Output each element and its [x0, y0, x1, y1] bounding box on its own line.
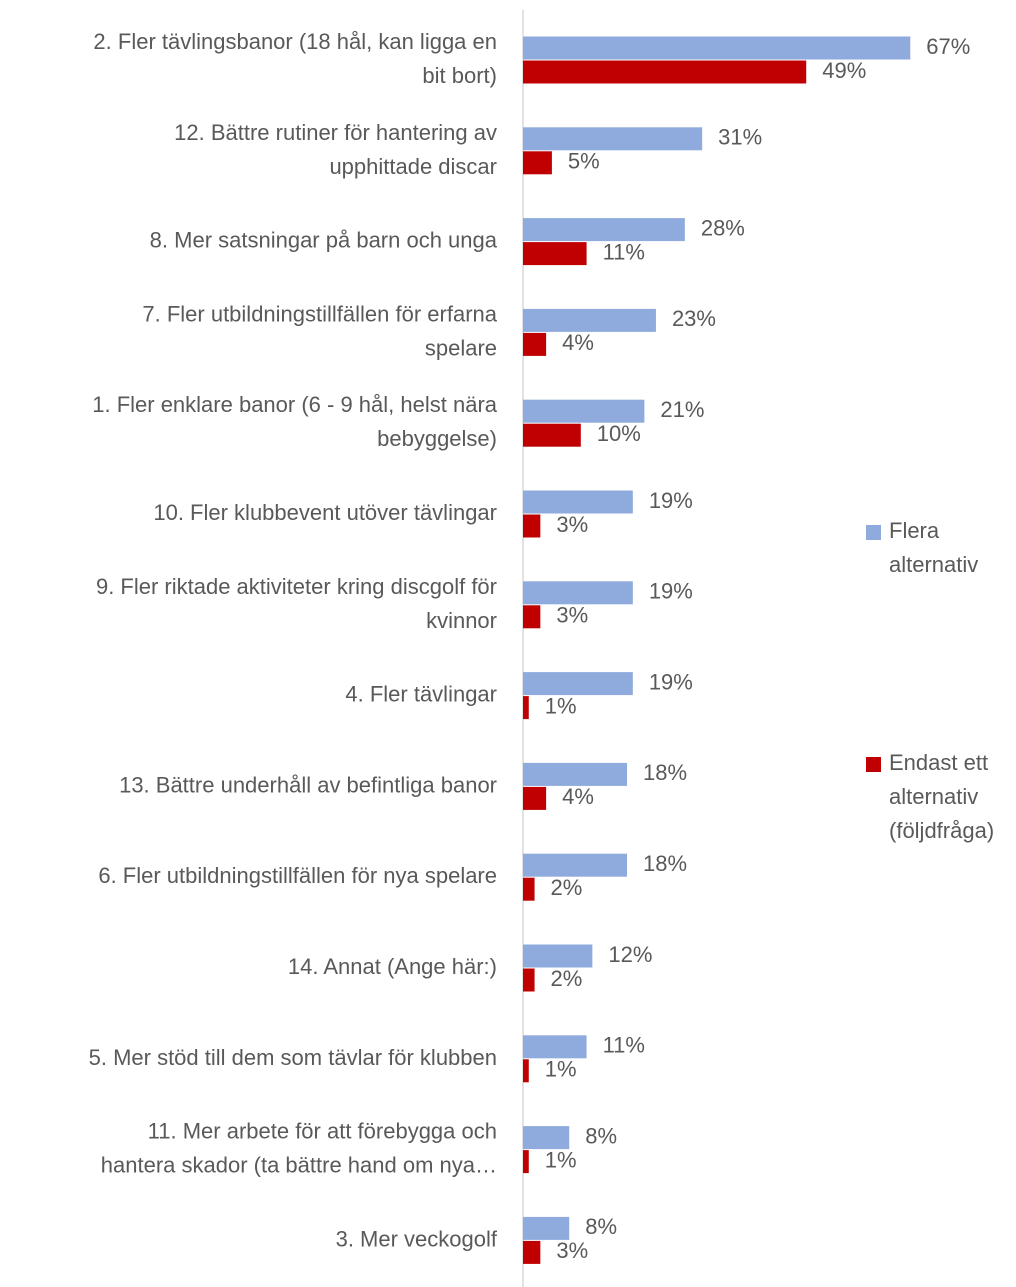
value-label: 3%	[556, 512, 588, 537]
value-label: 1%	[545, 693, 577, 718]
bar	[523, 1035, 587, 1059]
bar	[523, 1150, 529, 1174]
legend-label: Endast ett alternativ (följdfråga)	[889, 750, 994, 843]
category-label: 8. Mer satsningar på barn och unga	[150, 227, 498, 252]
bar	[523, 218, 685, 242]
value-label: 2%	[551, 875, 583, 900]
bar	[523, 581, 633, 605]
bar	[523, 423, 581, 447]
value-label: 11%	[603, 1033, 645, 1058]
value-label: 21%	[660, 397, 704, 422]
category-label: 13. Bättre underhåll av befintliga banor	[119, 772, 497, 797]
category-label: 7. Fler utbildningstillfällen för erfarn…	[142, 301, 497, 360]
value-label: 19%	[649, 669, 693, 694]
value-label: 18%	[643, 851, 687, 876]
value-label: 4%	[562, 330, 594, 355]
category-label: 11. Mer arbete för att förebygga och hant…	[101, 1118, 497, 1177]
bar	[523, 490, 633, 514]
value-label: 12%	[608, 942, 652, 967]
category-label: 6. Fler utbildningstillfällen för nya sp…	[98, 863, 497, 888]
value-label: 8%	[585, 1214, 617, 1239]
category-label: 10. Fler klubbevent utöver tävlingar	[153, 500, 497, 525]
bar	[523, 399, 645, 423]
value-label: 3%	[556, 603, 588, 628]
category-label: 4. Fler tävlingar	[345, 681, 497, 706]
bar	[523, 968, 535, 992]
bar	[523, 36, 911, 60]
bar	[523, 786, 547, 810]
value-label: 19%	[649, 488, 693, 513]
bar	[523, 605, 541, 629]
bar	[523, 127, 703, 151]
legend-label: Flera alternativ	[889, 518, 978, 577]
value-label: 11%	[603, 239, 645, 264]
bar	[523, 60, 807, 84]
bar	[523, 514, 541, 538]
category-label: 5. Mer stöd till dem som tävlar för klub…	[89, 1045, 497, 1070]
legend-swatch	[866, 757, 881, 772]
bar	[523, 1240, 541, 1264]
bar	[523, 242, 587, 266]
value-label: 23%	[672, 306, 716, 331]
bar	[523, 332, 547, 356]
value-label: 67%	[926, 34, 970, 59]
bar	[523, 944, 593, 968]
value-label: 28%	[701, 215, 745, 240]
value-label: 8%	[585, 1123, 617, 1148]
legend-swatch	[866, 525, 881, 540]
bar	[523, 853, 628, 877]
bar	[523, 151, 552, 175]
value-label: 5%	[568, 149, 600, 174]
value-label: 2%	[551, 966, 583, 991]
value-label: 3%	[556, 1238, 588, 1263]
value-label: 4%	[562, 784, 594, 809]
bar	[523, 1126, 570, 1150]
bar	[523, 1059, 529, 1083]
value-label: 10%	[597, 421, 641, 446]
value-label: 1%	[545, 1147, 577, 1172]
category-label: 1. Fler enklare banor (6 - 9 hål, helst …	[92, 392, 498, 451]
value-label: 19%	[649, 579, 693, 604]
bar	[523, 696, 529, 720]
value-label: 49%	[822, 58, 866, 83]
category-label: 9. Fler riktade aktiviteter kring discgo…	[96, 574, 497, 633]
category-label: 14. Annat (Ange här:)	[288, 954, 497, 979]
category-label: 12. Bättre rutiner för hantering av upphi…	[174, 120, 497, 179]
value-label: 31%	[718, 125, 762, 150]
bar	[523, 877, 535, 901]
value-label: 1%	[545, 1057, 577, 1082]
bar	[523, 308, 656, 332]
category-label: 2. Fler tävlingsbanor (18 hål, kan ligga…	[93, 29, 497, 88]
bar	[523, 1216, 570, 1240]
bar	[523, 672, 633, 696]
bar	[523, 762, 628, 786]
value-label: 18%	[643, 760, 687, 785]
category-label: 3. Mer veckogolf	[336, 1226, 498, 1251]
